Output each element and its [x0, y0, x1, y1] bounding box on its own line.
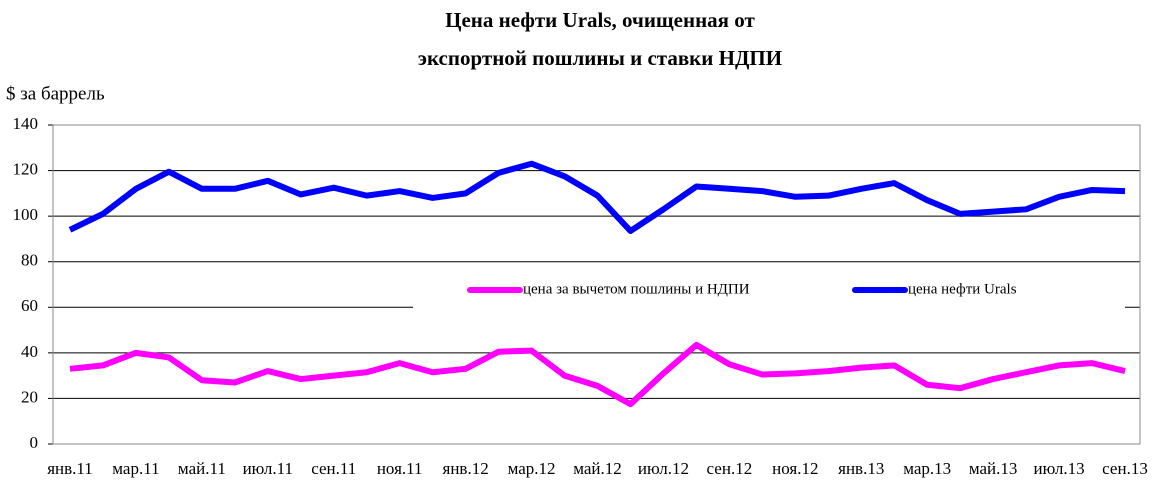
y-tick-label: 120 [13, 159, 39, 178]
y-tick-label: 80 [21, 251, 38, 270]
x-tick-label: янв.13 [838, 459, 884, 478]
x-tick-label: сен.12 [707, 459, 753, 478]
x-tick-label: май.12 [573, 459, 622, 478]
y-tick-label: 100 [13, 205, 39, 224]
x-tick-label: май.13 [969, 459, 1018, 478]
x-tick-label: сен.11 [311, 459, 356, 478]
plot-border [52, 124, 1141, 445]
legend-label: цена нефти Urals [908, 281, 1017, 297]
x-tick-label: янв.11 [47, 459, 93, 478]
chart-title: Цена нефти Urals, очищенная от [445, 8, 755, 32]
x-tick-label: мар.12 [508, 459, 556, 478]
y-tick-label: 20 [21, 387, 38, 406]
x-tick-label: мар.11 [112, 459, 159, 478]
line-series [68, 160, 1126, 234]
x-tick-label: июл.11 [243, 459, 293, 478]
x-tick-label: янв.12 [443, 459, 489, 478]
x-tick-label: июл.13 [1034, 459, 1085, 478]
y-tick-label: 140 [13, 114, 39, 133]
x-tick-label: июл.12 [638, 459, 689, 478]
y-tick-label: 40 [21, 342, 38, 361]
chart-title: экспортной пошлины и ставки НДПИ [418, 46, 782, 70]
x-tick-label: мар.13 [903, 459, 951, 478]
legend [413, 270, 1125, 312]
marks [68, 160, 1126, 408]
x-tick-label: сен.13 [1102, 459, 1148, 478]
x-tick-label: ноя.12 [772, 459, 818, 478]
y-tick-label: 0 [30, 433, 39, 452]
legend-label: цена за вычетом пошлины и НДПИ [523, 281, 750, 297]
line-series [69, 341, 1126, 408]
x-tick-label: ноя.11 [377, 459, 423, 478]
y-axis-label: $ за баррель [6, 83, 105, 104]
y-tick-label: 60 [21, 296, 38, 315]
x-tick-label: май.11 [178, 459, 226, 478]
